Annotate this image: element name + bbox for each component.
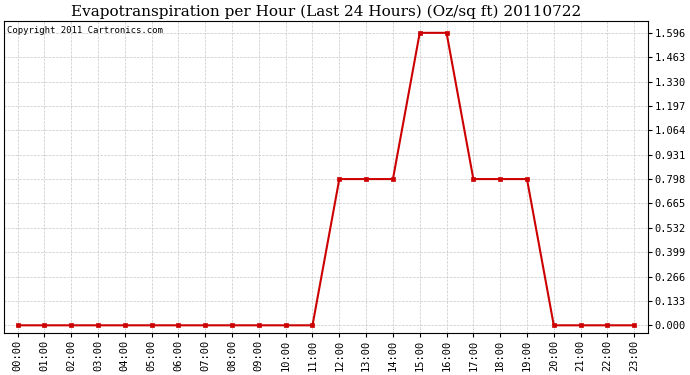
Title: Evapotranspiration per Hour (Last 24 Hours) (Oz/sq ft) 20110722: Evapotranspiration per Hour (Last 24 Hou… <box>71 4 581 18</box>
Text: Copyright 2011 Cartronics.com: Copyright 2011 Cartronics.com <box>8 26 164 35</box>
